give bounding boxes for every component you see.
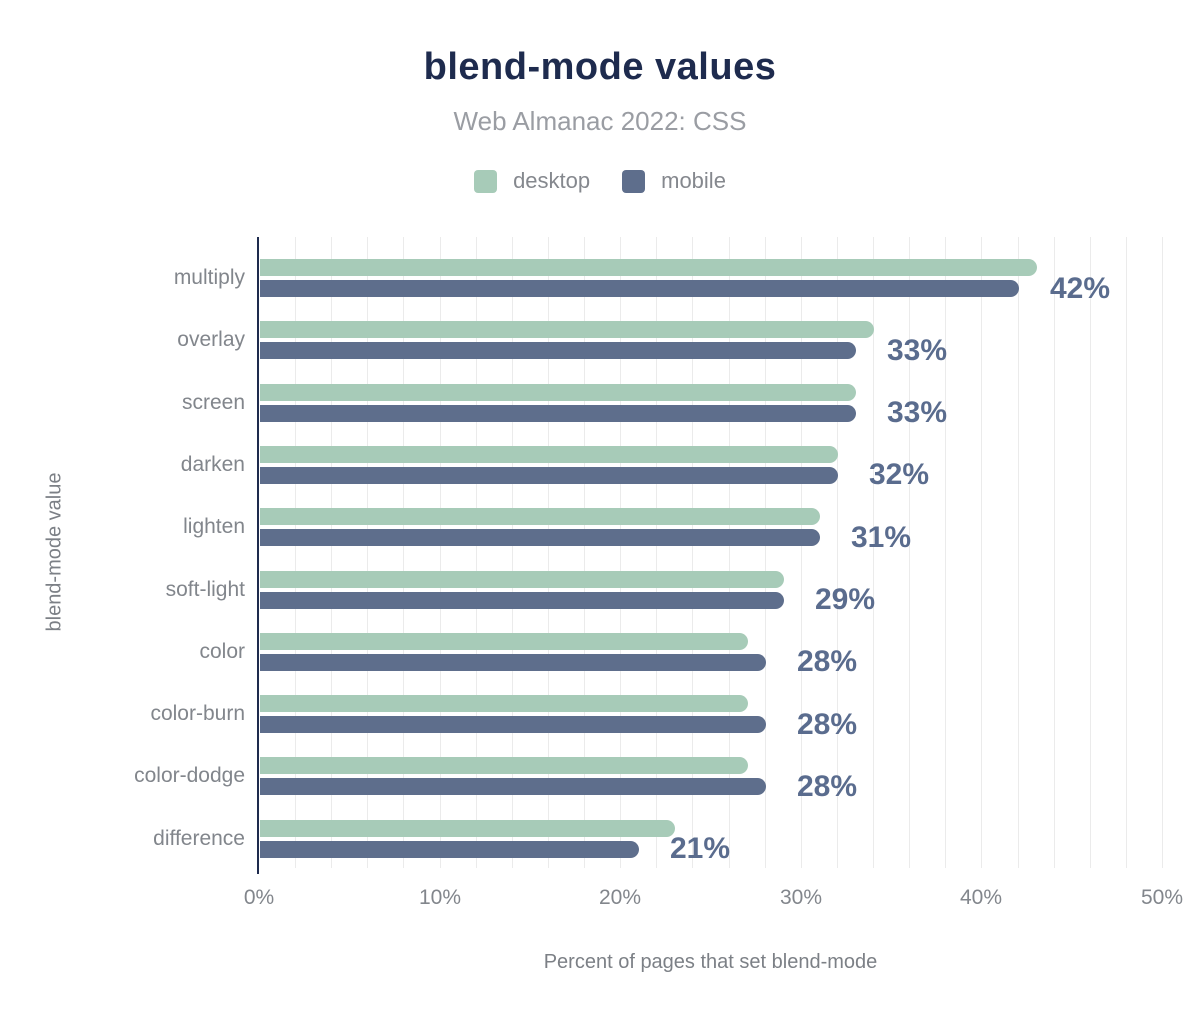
bar-mobile-color-dodge: [260, 778, 766, 795]
category-label-color-burn: color-burn: [150, 702, 245, 725]
gridline: [1054, 237, 1055, 868]
legend-item-mobile: mobile: [622, 168, 726, 194]
bar-desktop-color-dodge: [260, 757, 748, 774]
gridline: [656, 237, 657, 868]
x-tick-label-20%: 20%: [598, 886, 642, 909]
bar-mobile-soft-light: [260, 592, 784, 609]
gridline: [801, 237, 802, 868]
gridline: [837, 237, 838, 868]
gridline: [945, 237, 946, 868]
category-label-difference: difference: [153, 827, 245, 850]
bar-mobile-lighten: [260, 529, 820, 546]
bar-desktop-darken: [260, 446, 838, 463]
chart-title: blend-mode values: [423, 46, 777, 88]
y-axis-title: blend-mode value: [43, 472, 66, 632]
bar-mobile-darken: [260, 467, 838, 484]
legend-label-mobile: mobile: [661, 168, 726, 193]
bar-desktop-soft-light: [260, 571, 784, 588]
legend-label-desktop: desktop: [513, 168, 591, 193]
legend-swatch-desktop-icon: [474, 169, 498, 193]
gridline: [367, 237, 368, 868]
category-label-screen: screen: [181, 391, 245, 414]
value-label-soft-light: 29%: [815, 583, 876, 616]
x-tick-label-30%: 30%: [779, 886, 823, 909]
bar-desktop-lighten: [260, 508, 820, 525]
gridline: [403, 237, 404, 868]
category-label-color-dodge: color-dodge: [134, 764, 245, 787]
x-axis-title: Percent of pages that set blend-mode: [543, 951, 878, 973]
value-label-overlay: 33%: [887, 334, 948, 367]
gridline: [620, 237, 621, 868]
x-tick-label-40%: 40%: [959, 886, 1003, 909]
gridline: [729, 237, 730, 868]
gridline: [981, 237, 982, 868]
x-tick-label-0%: 0%: [243, 886, 275, 909]
value-label-lighten: 31%: [851, 521, 912, 554]
gridline: [1126, 237, 1127, 868]
gridline: [584, 237, 585, 868]
gridline: [765, 237, 766, 868]
value-label-difference: 21%: [670, 832, 731, 865]
gridline: [909, 237, 910, 868]
gridline: [873, 237, 874, 868]
bar-desktop-overlay: [260, 321, 874, 338]
value-label-darken: 32%: [869, 458, 930, 491]
value-label-multiply: 42%: [1050, 272, 1111, 305]
bar-desktop-color: [260, 633, 748, 650]
bar-mobile-multiply: [260, 280, 1019, 297]
category-label-lighten: lighten: [183, 515, 245, 538]
gridline: [1090, 237, 1091, 868]
bar-mobile-screen: [260, 405, 856, 422]
category-label-multiply: multiply: [173, 266, 245, 289]
gridline: [440, 237, 441, 868]
value-label-color: 28%: [797, 645, 858, 678]
bar-desktop-difference: [260, 820, 675, 837]
bar-mobile-color: [260, 654, 766, 671]
gridline: [548, 237, 549, 868]
legend: desktop mobile: [0, 168, 1200, 194]
x-tick-label-50%: 50%: [1140, 886, 1184, 909]
bar-mobile-overlay: [260, 342, 856, 359]
legend-item-desktop: desktop: [474, 168, 590, 194]
bar-desktop-multiply: [260, 259, 1037, 276]
legend-swatch-mobile-icon: [622, 169, 646, 193]
bar-mobile-difference: [260, 841, 639, 858]
gridline: [512, 237, 513, 868]
x-tick-label-10%: 10%: [418, 886, 462, 909]
bar-desktop-screen: [260, 384, 856, 401]
gridline: [1018, 237, 1019, 868]
value-label-color-burn: 28%: [797, 708, 858, 741]
bar-desktop-color-burn: [260, 695, 748, 712]
gridline: [692, 237, 693, 868]
gridline: [331, 237, 332, 868]
category-label-soft-light: soft-light: [165, 578, 245, 601]
value-label-screen: 33%: [887, 396, 948, 429]
gridline: [476, 237, 477, 868]
chart-subtitle: Web Almanac 2022: CSS: [453, 106, 747, 136]
value-label-color-dodge: 28%: [797, 770, 858, 803]
gridline: [1162, 237, 1163, 868]
y-axis-line: [257, 237, 259, 874]
category-label-overlay: overlay: [177, 328, 245, 351]
category-label-darken: darken: [180, 453, 245, 476]
bar-mobile-color-burn: [260, 716, 766, 733]
gridline: [295, 237, 296, 868]
category-label-color: color: [199, 640, 245, 663]
